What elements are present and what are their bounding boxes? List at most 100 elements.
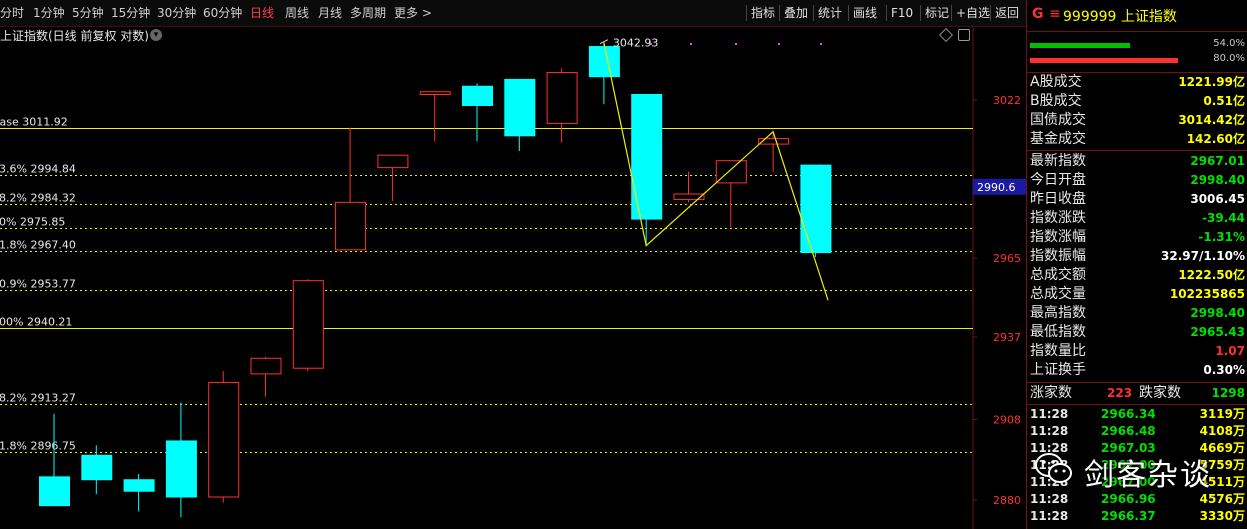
candle-body[interactable]	[81, 454, 113, 481]
candle-body[interactable]	[292, 280, 324, 369]
stat-value: 1.07	[1215, 344, 1245, 358]
tool-button-4[interactable]: F10	[891, 6, 914, 20]
stat-row: 指数涨幅 -1.31%	[1027, 228, 1247, 247]
signal-dot	[735, 43, 737, 45]
signal-dot	[778, 43, 780, 45]
period-tab-2[interactable]: 5分钟	[72, 6, 104, 20]
tool-button-6[interactable]: +自选	[956, 6, 991, 20]
signal-dot	[650, 43, 652, 45]
stat-row: 指数量比 1.07	[1027, 342, 1247, 361]
stat-row: 基金成交 142.60亿	[1027, 130, 1247, 149]
fib-level-label: 38.2% 2913.27	[0, 392, 76, 405]
panel-divider	[1027, 72, 1247, 73]
fib-level-label: 100% 2940.21	[0, 316, 72, 329]
ratio-bar-label: 80.0%	[1213, 53, 1245, 64]
panel-divider	[1027, 382, 1247, 383]
candle-body[interactable]	[462, 85, 493, 106]
price-axis-label: 2965	[993, 252, 1021, 265]
peak-marker	[599, 39, 609, 45]
stat-label: A股成交	[1030, 74, 1082, 90]
down-count-value: 1298	[1211, 386, 1245, 400]
tick-time: 11:28	[1030, 407, 1069, 421]
period-tab-8[interactable]: 月线	[318, 6, 343, 20]
tick-time: 11:28	[1030, 509, 1069, 523]
stat-label: 指数振幅	[1030, 248, 1086, 264]
candle-body[interactable]	[39, 476, 70, 507]
candle-body[interactable]	[673, 193, 705, 201]
tool-button-7[interactable]: 返回	[995, 6, 1020, 20]
period-tab-4[interactable]: 30分钟	[157, 6, 197, 20]
stat-value: 1222.50亿	[1178, 268, 1245, 282]
stat-row: 总成交额 1222.50亿	[1027, 266, 1247, 285]
tick-volume: 4511万	[1199, 475, 1245, 489]
period-tab-5[interactable]: 60分钟	[203, 6, 243, 20]
period-tab-1[interactable]: 1分钟	[33, 6, 65, 20]
tick-volume: 5759万	[1199, 458, 1245, 472]
candle-body[interactable]	[504, 78, 536, 137]
tick-volume: 3330万	[1199, 509, 1245, 523]
period-tab-0[interactable]: 分时	[0, 6, 25, 20]
tick-price: 2966.34	[1101, 407, 1156, 421]
tick-price: 2967.03	[1101, 441, 1156, 455]
candle-body[interactable]	[715, 160, 747, 184]
window-toggle-icon[interactable]	[958, 29, 970, 41]
candle-body[interactable]	[758, 138, 790, 145]
watermark: 剑客杂谈	[1026, 448, 1247, 494]
tick-price: 2966.37	[1101, 509, 1156, 523]
stat-label: 基金成交	[1030, 131, 1086, 147]
candle-body[interactable]	[335, 201, 367, 251]
tool-button-5[interactable]: 标记	[925, 6, 950, 20]
stat-row: 国债成交 3014.42亿	[1027, 111, 1247, 130]
stat-label: 昨日收盘	[1030, 191, 1086, 207]
chevron-down-icon[interactable]: ▾	[150, 29, 162, 41]
candle-body[interactable]	[123, 479, 155, 492]
toolbar-separator	[779, 5, 780, 21]
stat-row: 最新指数 2967.01	[1027, 152, 1247, 171]
tool-button-1[interactable]: 叠加	[784, 6, 809, 20]
candle-body[interactable]	[800, 164, 832, 254]
price-axis-label: 2880	[993, 494, 1021, 507]
stat-label: 总成交额	[1030, 267, 1086, 283]
panel-divider	[1027, 31, 1247, 32]
price-axis-label: 2908	[993, 413, 1021, 426]
tick-row: 11:28 2966.48 4108万	[1027, 423, 1247, 440]
period-tab-10[interactable]: 更多 >	[394, 6, 432, 20]
stat-label: 最新指数	[1030, 153, 1086, 169]
watermark-text: 剑客杂谈	[1084, 458, 1212, 493]
price-axis-label: 2937	[993, 331, 1021, 344]
tick-volume: 4669万	[1199, 441, 1245, 455]
tick-volume: 4576万	[1199, 492, 1245, 506]
ratio-bar	[1030, 43, 1130, 48]
menu-icon[interactable]: ≡	[1049, 6, 1061, 22]
tick-volume: 4108万	[1199, 424, 1245, 438]
candle-body[interactable]	[208, 381, 240, 498]
period-tab-3[interactable]: 15分钟	[111, 6, 151, 20]
tick-volume: 3119万	[1199, 407, 1245, 421]
period-tab-6[interactable]: 日线	[250, 6, 275, 20]
tool-button-3[interactable]: 画线	[853, 6, 878, 20]
current-price-flag	[973, 178, 1026, 195]
stat-row: 最低指数 2965.43	[1027, 323, 1247, 342]
stat-row: B股成交 0.51亿	[1027, 92, 1247, 111]
candle-body[interactable]	[250, 357, 282, 375]
candle-body[interactable]	[377, 154, 409, 169]
period-tab-7[interactable]: 周线	[285, 6, 310, 20]
ratio-bar	[1030, 58, 1178, 63]
stat-value: 1221.99亿	[1178, 75, 1245, 89]
stat-label: 最低指数	[1030, 324, 1086, 340]
stat-label: 指数量比	[1030, 343, 1086, 359]
stat-value: 32.97/1.10%	[1161, 249, 1245, 263]
tool-button-0[interactable]: 指标	[751, 6, 776, 20]
candlestick-chart[interactable]: Base 3011.92 23.6% 2994.84 38.2% 2984.32 50…	[0, 26, 1026, 529]
price-axis-label: 3022	[993, 94, 1021, 107]
candle-body[interactable]	[165, 440, 197, 498]
wave-line[interactable]	[603, 42, 829, 301]
tool-button-2[interactable]: 统计	[818, 6, 843, 20]
tick-row: 11:28 2966.96 4576万	[1027, 491, 1247, 508]
candle-body[interactable]	[419, 91, 451, 96]
period-tab-9[interactable]: 多周期	[350, 6, 387, 20]
candle-body[interactable]	[588, 46, 620, 78]
tick-time: 11:28	[1030, 424, 1069, 438]
candle-body[interactable]	[546, 72, 578, 124]
group-icon[interactable]: G	[1032, 6, 1044, 22]
